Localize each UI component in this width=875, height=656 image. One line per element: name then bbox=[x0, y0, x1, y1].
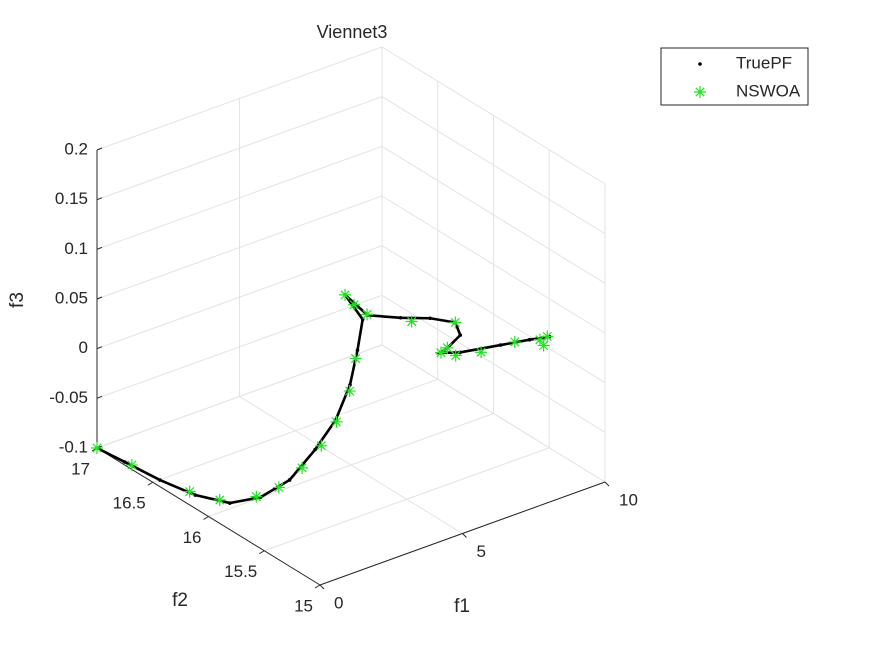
z-tick-label: -0.1 bbox=[59, 437, 88, 456]
x-tick bbox=[462, 533, 467, 538]
point bbox=[541, 330, 554, 343]
legend-marker bbox=[694, 86, 706, 98]
z-tick bbox=[96, 346, 103, 350]
point bbox=[315, 439, 328, 452]
y-tick-label: 16 bbox=[183, 528, 202, 547]
y-tick bbox=[258, 550, 265, 555]
z-tick bbox=[96, 197, 103, 201]
point bbox=[250, 490, 263, 503]
grid-line bbox=[381, 245, 606, 384]
grid-line bbox=[96, 46, 383, 151]
y-axis-label: f2 bbox=[172, 590, 188, 611]
point bbox=[449, 316, 462, 329]
grid-line bbox=[381, 344, 606, 483]
z-tick-label: 0.1 bbox=[64, 239, 88, 258]
point bbox=[272, 481, 285, 494]
point bbox=[527, 337, 532, 342]
point bbox=[193, 493, 197, 497]
legend-marker bbox=[698, 62, 702, 66]
point bbox=[533, 333, 546, 346]
grid-line bbox=[96, 96, 383, 201]
point bbox=[125, 459, 138, 472]
legend-label: TruePF bbox=[736, 53, 792, 72]
z-axis-label: f3 bbox=[7, 292, 28, 308]
point bbox=[313, 447, 317, 452]
x-tick-label: 5 bbox=[477, 542, 486, 561]
y-tick bbox=[203, 516, 209, 520]
z-tick bbox=[96, 296, 103, 300]
grid-line bbox=[381, 145, 606, 284]
y-tick-label: 17 bbox=[71, 459, 90, 478]
point bbox=[123, 460, 127, 464]
x-tick bbox=[319, 584, 325, 590]
grid-line bbox=[381, 46, 606, 185]
z-tick-label: 0.05 bbox=[55, 288, 88, 307]
x-tick bbox=[604, 481, 610, 487]
z-tick-label: -0.05 bbox=[49, 388, 88, 407]
point bbox=[296, 461, 309, 474]
point bbox=[287, 478, 292, 482]
y-tick bbox=[147, 481, 154, 486]
z-tick-label: 0.15 bbox=[55, 189, 88, 208]
z-tick bbox=[96, 246, 103, 250]
point bbox=[428, 316, 432, 321]
point bbox=[405, 315, 418, 328]
point bbox=[458, 333, 463, 337]
point bbox=[158, 478, 162, 482]
point bbox=[355, 348, 360, 352]
point bbox=[498, 343, 503, 347]
point bbox=[343, 385, 356, 398]
grid-line bbox=[96, 344, 383, 449]
y-tick-label: 16.5 bbox=[113, 494, 146, 513]
legend-label: NSWOA bbox=[736, 81, 801, 100]
point bbox=[228, 501, 232, 505]
grid-line bbox=[96, 294, 383, 399]
point bbox=[398, 315, 403, 320]
x-tick-label: 10 bbox=[619, 490, 638, 509]
point bbox=[475, 346, 488, 359]
point bbox=[537, 339, 550, 352]
grid-line bbox=[96, 195, 383, 300]
point bbox=[330, 415, 343, 428]
grid-line bbox=[381, 195, 606, 334]
point bbox=[213, 493, 226, 506]
grid-line bbox=[264, 447, 550, 552]
z-tick-label: 0 bbox=[79, 338, 88, 357]
z-tick bbox=[96, 395, 103, 399]
point bbox=[449, 349, 462, 362]
point bbox=[91, 442, 103, 454]
point bbox=[348, 298, 361, 311]
grid-line bbox=[96, 245, 383, 350]
z-tick-label: 0.2 bbox=[64, 139, 88, 158]
x-axis-label: f1 bbox=[454, 596, 470, 617]
y-tick-label: 15 bbox=[294, 596, 313, 615]
point bbox=[434, 346, 447, 359]
z-tick bbox=[96, 147, 103, 151]
point bbox=[349, 352, 362, 365]
chart-title: Viennet3 bbox=[317, 22, 388, 42]
y-tick bbox=[314, 584, 321, 589]
x-tick-label: 0 bbox=[334, 593, 343, 612]
legend-box bbox=[660, 47, 809, 106]
grid-line bbox=[381, 96, 606, 235]
point bbox=[339, 288, 352, 301]
point bbox=[361, 308, 374, 321]
point bbox=[508, 335, 521, 348]
y-tick-label: 15.5 bbox=[224, 562, 257, 581]
point bbox=[441, 341, 454, 354]
grid-line bbox=[152, 378, 438, 483]
point bbox=[183, 485, 196, 498]
grid-line bbox=[96, 145, 383, 250]
